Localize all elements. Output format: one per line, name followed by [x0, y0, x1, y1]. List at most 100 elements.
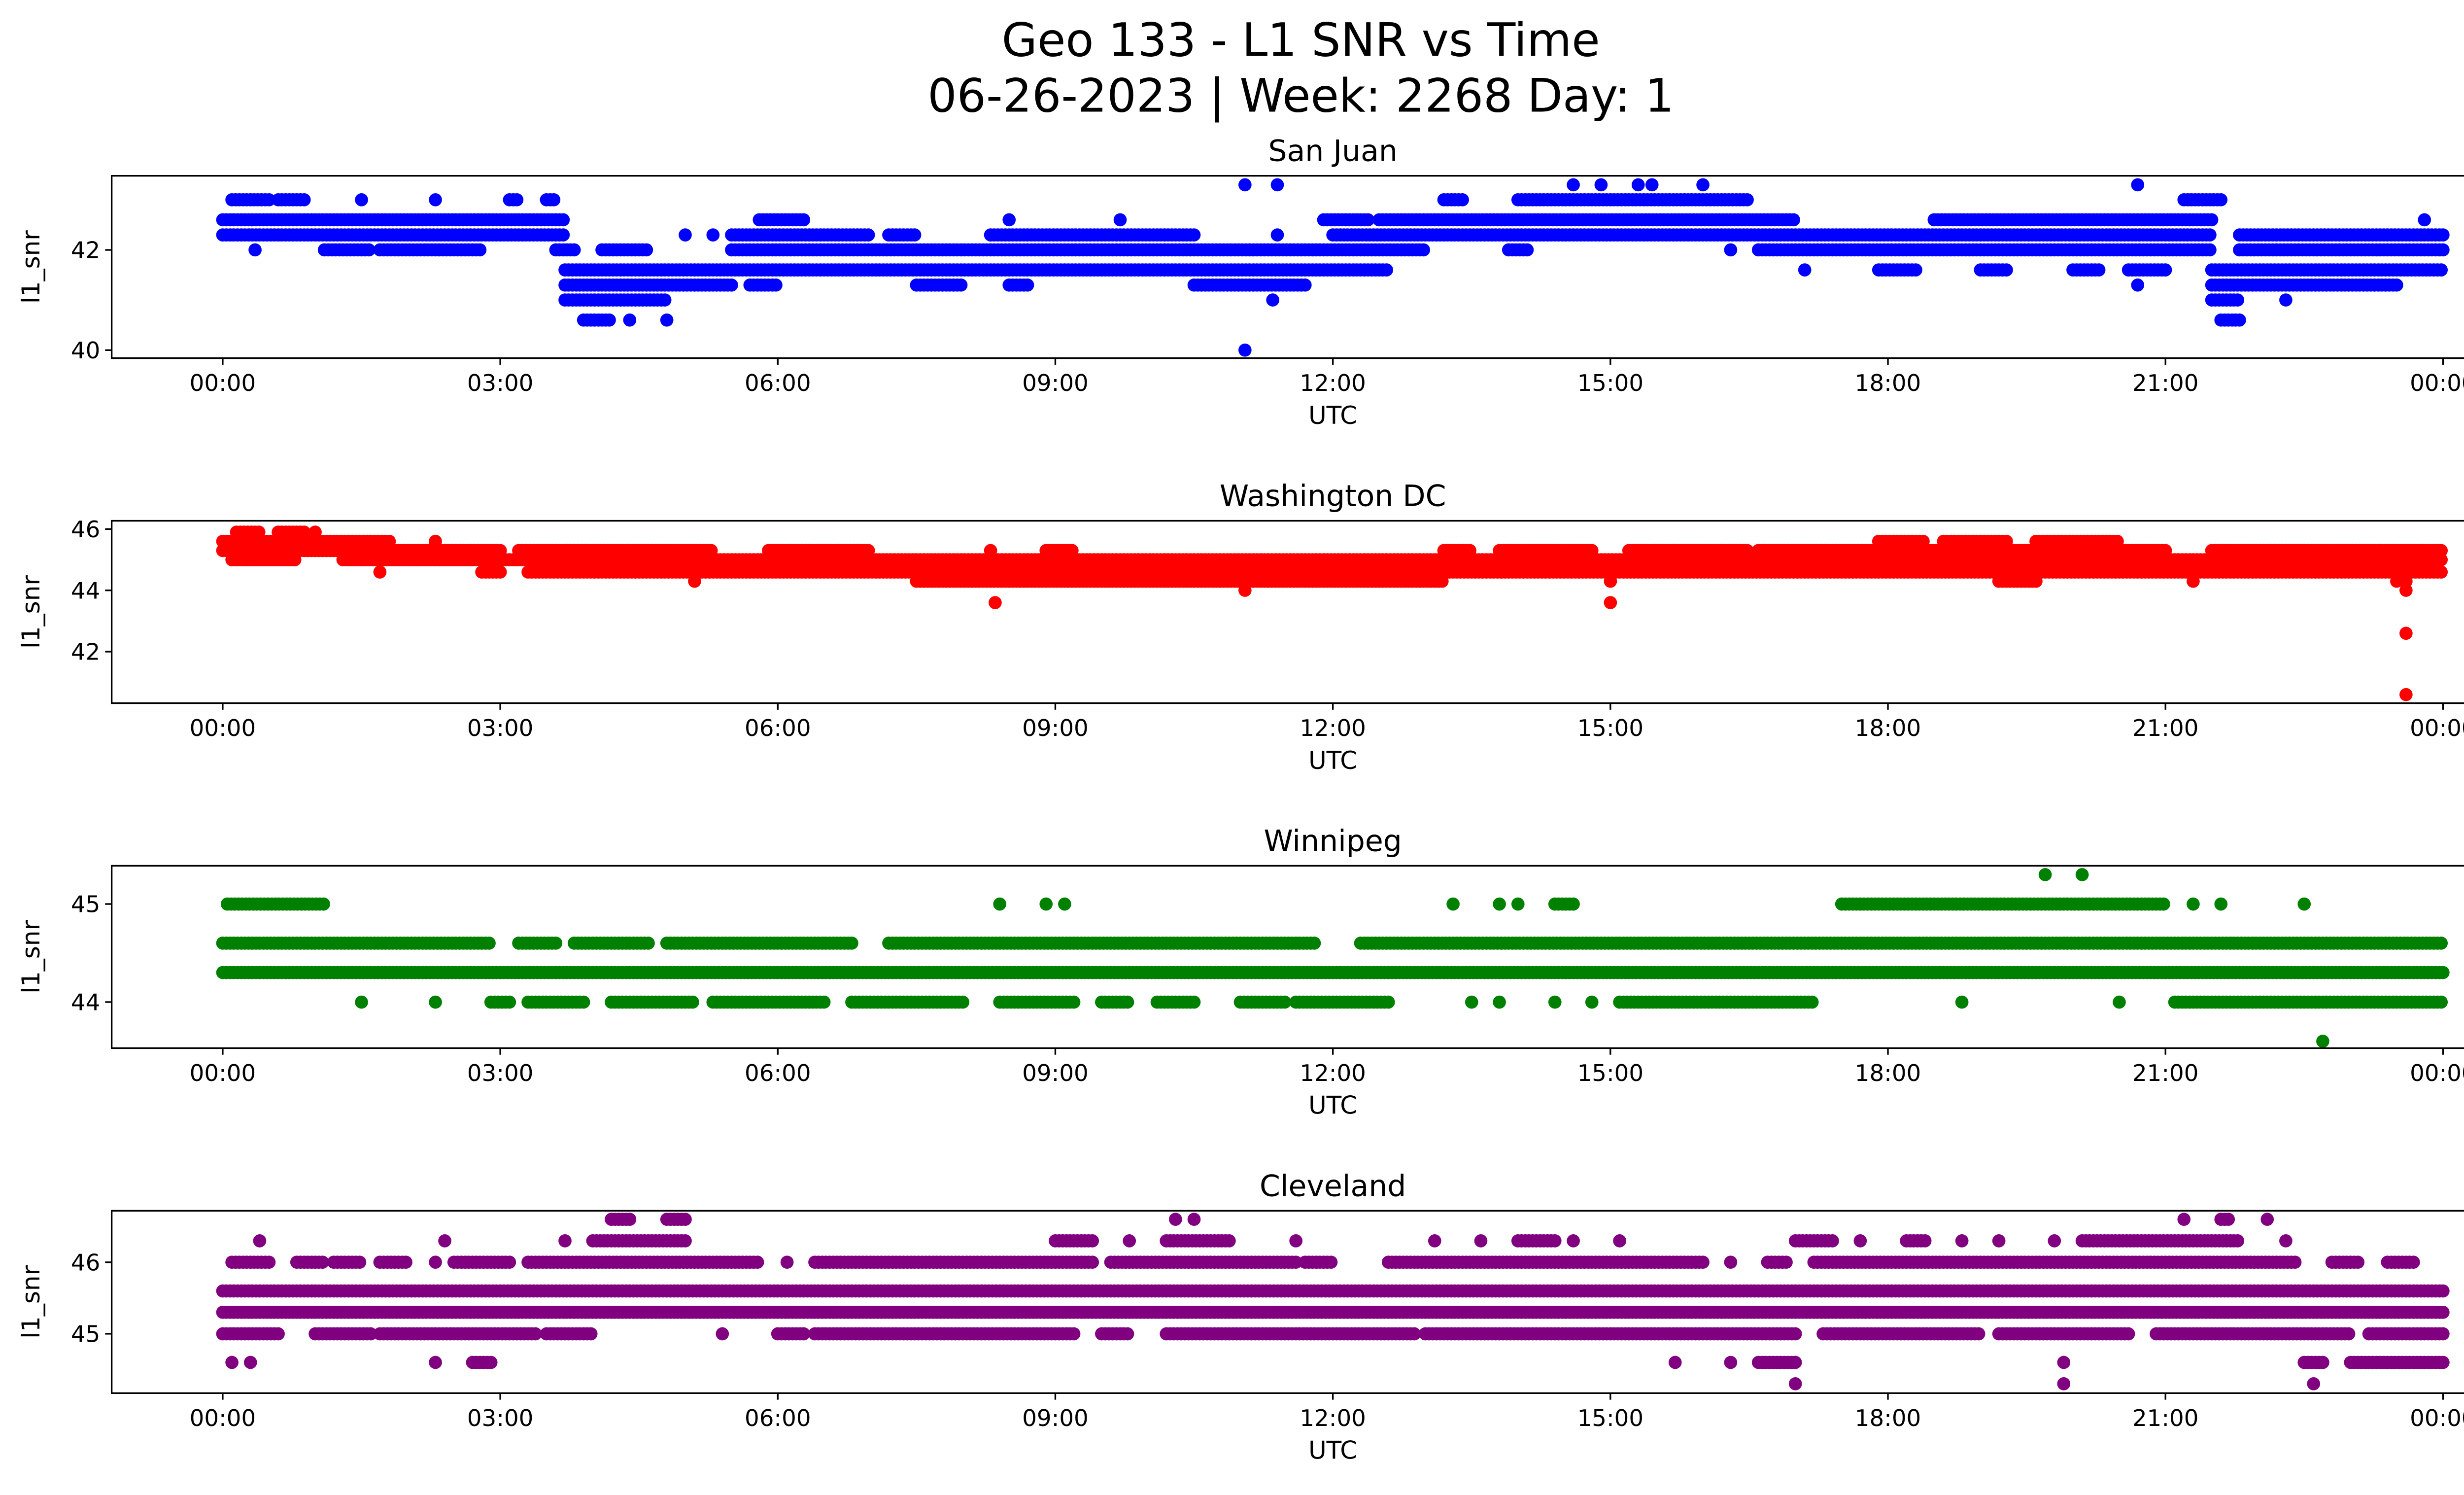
x-tick-label: 00:00: [2410, 715, 2464, 742]
data-point: [510, 193, 524, 207]
data-point: [1604, 574, 1617, 588]
data-point: [297, 193, 311, 207]
data-point: [2131, 278, 2145, 292]
data-point: [2399, 626, 2413, 640]
data-point: [1270, 178, 1284, 192]
x-tick-label: 12:00: [1300, 370, 1366, 397]
data-point: [1187, 228, 1201, 242]
data-point: [2158, 263, 2172, 277]
data-point: [288, 553, 302, 566]
data-point: [248, 243, 262, 257]
data-point: [603, 313, 616, 327]
data-point: [2436, 228, 2450, 242]
data-point: [1113, 213, 1127, 227]
data-point: [482, 937, 496, 950]
data-point: [2279, 293, 2293, 307]
x-tick-label: 12:00: [1300, 715, 1366, 742]
data-points: [216, 525, 2448, 701]
data-point: [1307, 937, 1321, 950]
x-tick-label: 09:00: [1022, 370, 1088, 397]
data-point: [2075, 868, 2089, 881]
data-point: [1039, 897, 1053, 911]
data-point: [1238, 343, 1252, 357]
x-tick-label: 18:00: [1855, 715, 1921, 742]
data-points: [216, 868, 2450, 1048]
data-point: [1417, 243, 1430, 257]
data-point: [2390, 278, 2403, 292]
x-tick-label: 18:00: [1855, 370, 1921, 397]
data-point: [642, 937, 655, 950]
data-point: [769, 278, 783, 292]
data-point: [640, 243, 653, 257]
data-point: [1741, 193, 1754, 207]
x-tick-label: 00:00: [2410, 370, 2464, 397]
chart-title: Geo 133 - L1 SNR vs Time: [1002, 13, 1600, 67]
data-point: [660, 313, 674, 327]
data-point: [2092, 263, 2106, 277]
x-axis-label: UTC: [1308, 746, 1357, 775]
x-tick-label: 00:00: [190, 715, 256, 742]
subplot-title: San Juan: [1268, 134, 1397, 169]
x-tick-label: 15:00: [1577, 370, 1643, 397]
data-point: [1361, 213, 1375, 227]
y-tick-label: 44: [71, 578, 100, 604]
y-tick-label: 46: [71, 517, 100, 543]
data-point: [1798, 263, 1812, 277]
data-point: [2434, 263, 2448, 277]
data-point: [1787, 213, 1800, 227]
y-tick-label: 42: [71, 238, 100, 264]
data-point: [1631, 178, 1645, 192]
data-point: [908, 228, 922, 242]
data-point: [373, 565, 387, 579]
data-point: [706, 228, 720, 242]
data-point: [1435, 574, 1449, 588]
data-point: [2000, 263, 2013, 277]
data-point: [1380, 263, 1393, 277]
data-point: [567, 243, 581, 257]
data-point: [1058, 897, 1071, 911]
data-point: [2418, 213, 2431, 227]
y-tick-label: 40: [71, 338, 100, 364]
data-point: [954, 278, 968, 292]
data-point: [2436, 243, 2450, 257]
data-point: [556, 228, 570, 242]
data-point: [2157, 897, 2170, 911]
data-point: [1567, 897, 1580, 911]
data-point: [2231, 293, 2245, 307]
data-point: [262, 193, 276, 207]
x-tick-label: 00:00: [190, 370, 256, 397]
chart-subtitle: 06-26-2023 | Week: 2268 Day: 1: [927, 70, 1674, 123]
data-point: [362, 243, 376, 257]
data-point: [2434, 565, 2448, 579]
data-point: [1909, 263, 1922, 277]
data-point: [2187, 897, 2200, 911]
data-point: [2214, 897, 2228, 911]
data-point: [1298, 278, 1312, 292]
data-point: [658, 293, 672, 307]
x-tick-label: 03:00: [467, 715, 533, 742]
data-point: [317, 897, 330, 911]
data-point: [2203, 243, 2217, 257]
data-point: [1456, 193, 1469, 207]
data-point: [1266, 293, 1280, 307]
data-point: [1238, 178, 1252, 192]
data-point: [1270, 228, 1284, 242]
data-point: [861, 228, 875, 242]
data-point: [2399, 688, 2413, 701]
x-tick-label: 06:00: [745, 370, 811, 397]
data-point: [1604, 596, 1617, 609]
data-point: [845, 937, 858, 950]
x-tick-label: 15:00: [1577, 715, 1643, 742]
data-point: [725, 278, 738, 292]
data-point: [1520, 243, 1534, 257]
data-point: [993, 897, 1007, 911]
data-point: [989, 596, 1002, 609]
subplot-title: Washington DC: [1220, 479, 1446, 514]
data-points: [216, 178, 2450, 357]
data-point: [623, 313, 637, 327]
data-point: [2203, 228, 2217, 242]
x-tick-label: 03:00: [467, 370, 533, 397]
